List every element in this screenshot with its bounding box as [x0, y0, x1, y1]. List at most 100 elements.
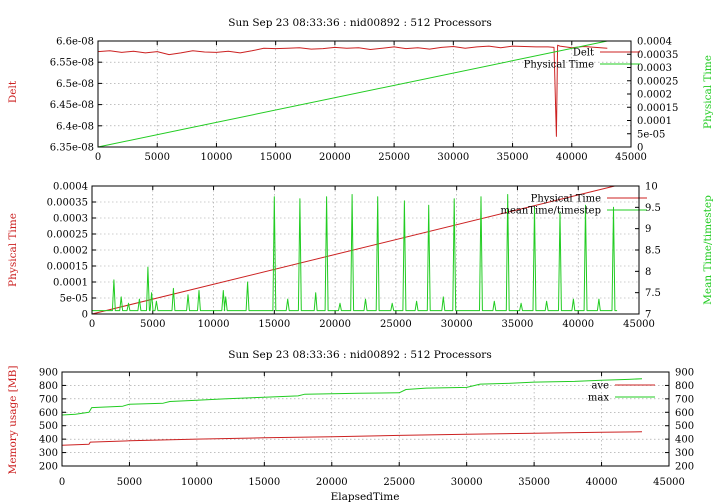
- chart-1-y2-tick-label: 0.0002: [637, 90, 672, 101]
- chart-3-grid: [62, 372, 669, 466]
- chart-3-y2-tick-label: 700: [675, 394, 694, 405]
- chart-1-y-tick-label: 6.55e-08: [50, 58, 94, 69]
- chart-2-y-tick-label: 0.0003: [53, 214, 88, 225]
- chart-3-y-tick-label: 900: [39, 368, 58, 379]
- chart-2-y2-tick-label: 9: [645, 224, 651, 235]
- chart-1-y-tick-label: 6.35e-08: [50, 143, 94, 154]
- chart-3-y-tick-label: 800: [39, 381, 58, 392]
- chart-2-x-tick-label: 30000: [441, 319, 473, 330]
- chart-3-x-tick-label: 0: [59, 477, 65, 488]
- chart-1-y-tick-label: 6.45e-08: [50, 100, 94, 111]
- chart-2-x-tick-label: 45000: [623, 319, 655, 330]
- chart-3-y2-tick-label: 900: [675, 368, 694, 379]
- chart-3-y2-tick-label: 300: [675, 448, 694, 459]
- chart-2-ylabel: Physical Time: [7, 213, 19, 287]
- chart-2-y2-tick-label: 8: [645, 267, 651, 278]
- chart-2-y-tick-label: 0.0004: [53, 182, 88, 193]
- chart-2-frame: [91, 185, 640, 315]
- chart-3-legend-label-ave: ave: [591, 381, 609, 392]
- chart-3-y2-tick-label: 800: [675, 381, 694, 392]
- chart-2-series-meantime-timestep: [92, 194, 618, 312]
- chart-2-y2label: Mean Time/timestep: [702, 195, 714, 305]
- chart-1-x-tick-label: 40000: [556, 152, 588, 163]
- chart-3-legend-label-max: max: [588, 393, 609, 404]
- chart-1-y2label: Physical Time: [702, 55, 714, 129]
- chart-2-y-tick-label: 0.0002: [53, 246, 88, 257]
- chart-3-y2-tick-label: 600: [675, 408, 694, 419]
- chart-1-y-tick-label: 6.6e-08: [56, 37, 94, 48]
- chart-1-y2-tick-label: 0: [637, 143, 643, 154]
- chart-1-y2-tick-label: 0.0003: [637, 63, 672, 74]
- chart-3-y2-tick-label: 500: [675, 421, 694, 432]
- chart-1-x-tick-label: 0: [95, 152, 101, 163]
- chart-3-y-tick-label: 700: [39, 394, 58, 405]
- chart-3-x-tick-label: 20000: [316, 477, 348, 488]
- chart-2-x-tick-label: 10000: [198, 319, 230, 330]
- chart-1-series-physical-time: [97, 40, 608, 148]
- chart-physical-time: Physical Time Mean Time/timestep 0 5000 10…: [7, 182, 714, 331]
- chart-2-y2-tick-label: 10: [645, 182, 658, 193]
- chart-3-x-tick-label: 40000: [586, 477, 618, 488]
- chart-1-x-tick-label: 35000: [497, 152, 529, 163]
- chart-3-y-tick-label: 200: [39, 462, 58, 473]
- chart-1-y-tick-label: 6.5e-08: [56, 79, 94, 90]
- chart-memory-usage: Sun Sep 23 08:33:36 : nid00892 : 512 Pro…: [7, 349, 694, 503]
- chart-2-y2-tick-label: 9.5: [645, 203, 661, 214]
- chart-3-x-tick-label: 5000: [117, 477, 142, 488]
- chart-1-y-tick-label: 6.4e-08: [56, 121, 94, 132]
- chart-3-series-ave: [61, 431, 643, 446]
- chart-3-x-tick-label: 35000: [518, 477, 550, 488]
- chart-1-x-tick-label: 30000: [437, 152, 469, 163]
- chart-2-x-tick-label: 35000: [502, 319, 534, 330]
- chart-1-y2-tick-label: 0.00015: [637, 103, 678, 114]
- chart-2-legend-label-physical-time: Physical Time: [531, 194, 601, 205]
- chart-1-legend-label-physical-time: Physical Time: [524, 60, 594, 71]
- chart-2-y-tick-label: 0.00015: [47, 262, 88, 273]
- chart-1-ylabel: Delt: [7, 80, 19, 103]
- chart-1-x-tick-label: 20000: [319, 152, 351, 163]
- chart-3-ylabel: Memory usage [MB]: [7, 366, 19, 475]
- chart-3-y2-tick-label: 400: [675, 435, 694, 446]
- chart-2-y2-tick-label: 8.5: [645, 246, 661, 257]
- chart-2-x-tick-label: 15000: [258, 319, 290, 330]
- chart-2-x-tick-label: 40000: [562, 319, 594, 330]
- chart-1-x-tick-label: 5000: [144, 152, 169, 163]
- chart-1-title: Sun Sep 23 08:33:36 : nid00892 : 512 Pro…: [228, 17, 491, 29]
- chart-2-y2-tick-label: 7: [645, 310, 651, 321]
- chart-1-y2-tick-label: 0.00035: [637, 50, 678, 61]
- chart-2-x-tick-label: 20000: [319, 319, 351, 330]
- chart-2-y-tick-label: 0.0001: [53, 278, 88, 289]
- chart-2-y-tick-label: 0: [82, 310, 88, 321]
- chart-3-xlabel: ElapsedTime: [331, 491, 400, 503]
- chart-3-y-tick-label: 300: [39, 448, 58, 459]
- chart-2-x-tick-label: 5000: [140, 319, 165, 330]
- chart-1-legend-label-delt: Delt: [573, 48, 594, 59]
- chart-delt: Sun Sep 23 08:33:36 : nid00892 : 512 Pro…: [7, 17, 714, 163]
- chart-2-y-tick-label: 0.00025: [47, 230, 88, 241]
- chart-3-x-tick-label: 45000: [653, 477, 685, 488]
- chart-1-grid: [98, 41, 631, 147]
- chart-3-y-tick-label: 600: [39, 408, 58, 419]
- chart-3-title: Sun Sep 23 08:33:36 : nid00892 : 512 Pro…: [228, 349, 491, 361]
- chart-3-x-tick-label: 30000: [451, 477, 483, 488]
- chart-3-x-tick-label: 25000: [383, 477, 415, 488]
- chart-3-y-tick-label: 500: [39, 421, 58, 432]
- chart-2-x-tick-label: 25000: [380, 319, 412, 330]
- chart-1-x-tick-label: 45000: [615, 152, 647, 163]
- chart-1-x-tick-label: 15000: [260, 152, 292, 163]
- chart-2-y2-tick-label: 7.5: [645, 288, 661, 299]
- chart-1-x-tick-label: 10000: [201, 152, 233, 163]
- chart-3-y-tick-label: 400: [39, 435, 58, 446]
- chart-2-grid: [92, 186, 639, 314]
- chart-3-frame: [61, 371, 670, 467]
- chart-2-legend-label-meantime-timestep: meanTime/timestep: [500, 206, 601, 217]
- chart-1-y2-tick-label: 0.00025: [637, 76, 678, 87]
- chart-2-y-tick-label: 5e-05: [60, 294, 88, 305]
- chart-2-series-physical-time: [91, 185, 615, 315]
- chart-3-x-tick-label: 10000: [181, 477, 213, 488]
- chart-2-y-tick-label: 0.00035: [47, 198, 88, 209]
- chart-3-series-max: [61, 378, 643, 416]
- chart-1-y2-tick-label: 0.0001: [637, 116, 672, 127]
- chart-1-series-delt: [97, 44, 608, 137]
